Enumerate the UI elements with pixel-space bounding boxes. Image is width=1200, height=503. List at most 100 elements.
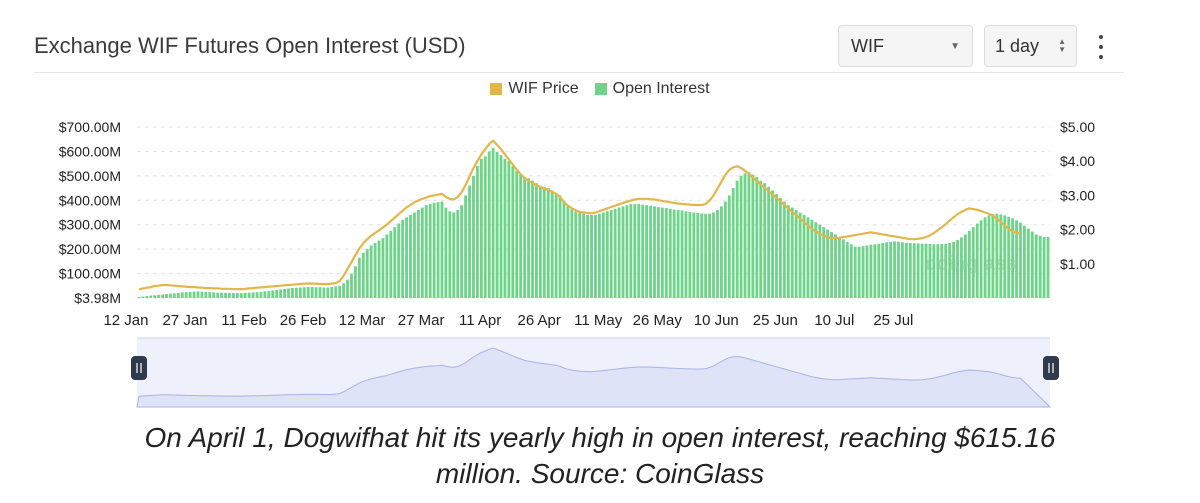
open-interest-bar xyxy=(1015,220,1018,298)
open-interest-bar xyxy=(460,205,464,298)
open-interest-bar xyxy=(716,210,719,298)
open-interest-bar xyxy=(169,293,172,298)
open-interest-bar xyxy=(503,158,507,298)
open-interest-bar xyxy=(901,242,904,298)
open-interest-bar xyxy=(625,205,629,298)
open-interest-bar xyxy=(357,257,361,298)
open-interest-bar xyxy=(310,287,314,298)
open-interest-bar xyxy=(196,291,200,298)
open-interest-bar xyxy=(515,170,519,298)
open-interest-bar xyxy=(818,224,822,298)
open-interest-bar xyxy=(881,243,885,298)
open-interest-bar xyxy=(452,212,456,298)
open-interest-bar xyxy=(1003,215,1007,298)
open-interest-bar xyxy=(428,203,432,298)
x-axis-tick-label: 11 Feb xyxy=(221,312,267,329)
open-interest-bar xyxy=(601,212,605,298)
open-interest-bar xyxy=(779,197,782,298)
open-interest-bar xyxy=(987,215,991,298)
open-interest-bar xyxy=(420,207,424,298)
coin-select[interactable]: WIF ▼ xyxy=(838,25,973,67)
right-axis-tick-label: $4.00 xyxy=(1060,153,1095,169)
open-interest-bar xyxy=(298,287,302,298)
open-interest-bar xyxy=(645,205,649,298)
legend-item-open-interest[interactable]: Open Interest xyxy=(594,80,710,98)
open-interest-bar xyxy=(1034,234,1038,298)
open-interest-bar xyxy=(873,244,877,298)
open-interest-bar xyxy=(232,293,235,298)
open-interest-bar xyxy=(322,287,326,298)
open-interest-bar xyxy=(381,238,385,298)
open-interest-bar xyxy=(302,287,306,298)
open-interest-bar xyxy=(397,223,401,298)
open-interest-bar xyxy=(1026,228,1030,298)
open-interest-bar xyxy=(377,240,381,298)
open-interest-bar xyxy=(401,219,405,298)
open-interest-bar xyxy=(149,295,153,298)
open-interest-bar xyxy=(432,202,436,298)
x-axis-tick-label: 12 Mar xyxy=(339,312,386,329)
x-axis-tick-label: 27 Jan xyxy=(162,312,207,329)
navigator-right-handle[interactable] xyxy=(1043,356,1059,380)
x-axis-tick-label: 10 Jun xyxy=(694,312,739,329)
open-interest-bar xyxy=(255,292,259,298)
open-interest-bar xyxy=(558,195,562,298)
open-interest-bar xyxy=(200,291,204,298)
coin-select-value: WIF xyxy=(851,35,884,56)
open-interest-bar xyxy=(590,214,593,298)
open-interest-bar xyxy=(424,205,428,298)
open-interest-bar xyxy=(991,213,995,298)
open-interest-bar xyxy=(747,172,751,298)
open-interest-bar xyxy=(448,211,452,298)
right-axis-tick-label: $3.00 xyxy=(1060,187,1095,203)
open-interest-bar xyxy=(251,292,255,298)
open-interest-bar xyxy=(389,230,393,298)
legend-item-price[interactable]: WIF Price xyxy=(490,80,579,98)
open-interest-bar xyxy=(798,212,802,298)
open-interest-bar xyxy=(932,244,936,298)
open-interest-bar xyxy=(649,205,652,298)
open-interest-bar xyxy=(550,190,554,298)
open-interest-bar xyxy=(287,288,290,298)
open-interest-bar xyxy=(680,210,684,298)
x-axis-tick-label: 26 Feb xyxy=(280,312,327,329)
open-interest-bar xyxy=(861,246,865,298)
right-axis-tick-label: $1.00 xyxy=(1060,256,1095,272)
open-interest-bar xyxy=(208,292,212,298)
open-interest-bar xyxy=(235,293,239,298)
left-axis-tick-label: $400.00M xyxy=(59,192,121,208)
x-axis-tick-label: 11 May xyxy=(574,312,623,329)
open-interest-bar xyxy=(263,291,267,298)
open-interest-bar xyxy=(657,207,660,298)
open-interest-bar xyxy=(782,201,786,298)
open-interest-bar xyxy=(176,292,180,298)
open-interest-bar xyxy=(893,241,896,298)
open-interest-bar xyxy=(739,175,743,298)
open-interest-bar xyxy=(472,175,475,298)
open-interest-bar xyxy=(920,243,924,298)
open-interest-bar xyxy=(527,178,530,298)
open-interest-bar xyxy=(912,243,916,298)
open-interest-bar xyxy=(239,293,243,298)
open-interest-bar xyxy=(712,212,715,298)
more-options-menu-icon[interactable] xyxy=(1092,32,1110,62)
open-interest-bar xyxy=(542,186,546,298)
open-interest-bar xyxy=(1023,225,1026,298)
left-axis-tick-label: $100.00M xyxy=(59,266,121,282)
open-interest-bar xyxy=(153,295,157,298)
legend-price-label: WIF Price xyxy=(508,80,579,97)
left-axis-tick-label: $600.00M xyxy=(59,143,121,159)
open-interest-bar xyxy=(464,195,468,298)
open-interest-bar xyxy=(660,207,664,298)
open-interest-bar xyxy=(413,212,416,298)
open-interest-bar xyxy=(696,212,700,298)
open-interest-bar xyxy=(1019,222,1022,298)
interval-select[interactable]: 1 day ▲ ▼ xyxy=(984,25,1077,67)
chevron-down-icon: ▼ xyxy=(950,40,960,52)
open-interest-bar xyxy=(838,236,841,298)
open-interest-bar xyxy=(440,201,444,298)
navigator-left-handle[interactable] xyxy=(131,356,147,380)
open-interest-bar xyxy=(511,166,515,298)
open-interest-bar xyxy=(609,210,613,298)
price-swatch xyxy=(490,83,503,95)
